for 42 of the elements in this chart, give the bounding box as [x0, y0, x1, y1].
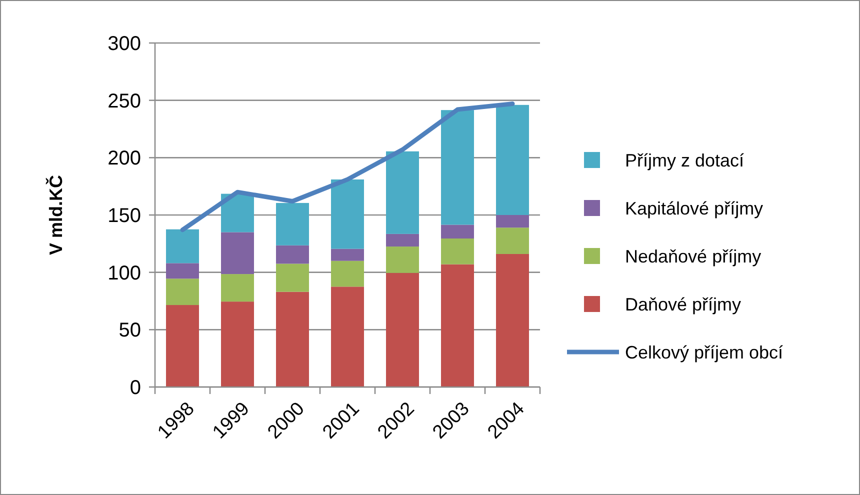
bar	[276, 245, 309, 264]
bar	[276, 202, 309, 246]
y-axis-title: V mld.KČ	[45, 174, 66, 256]
y-tick-label: 200	[108, 148, 141, 170]
bar	[166, 263, 199, 279]
bar	[276, 292, 309, 387]
y-tick-label: 50	[118, 320, 141, 342]
bar	[441, 110, 474, 225]
bar	[496, 254, 529, 387]
bar	[166, 278, 199, 306]
legend-label: Kapitálové příjmy	[625, 198, 764, 218]
bar	[276, 264, 309, 292]
y-tick-label: 250	[108, 90, 141, 112]
bar	[386, 246, 419, 273]
bar	[386, 272, 419, 387]
bar	[221, 232, 254, 274]
bar	[496, 215, 529, 228]
legend-label: Daňové příjmy	[625, 294, 742, 314]
bar	[221, 274, 254, 302]
bar	[386, 234, 419, 247]
y-tick-label: 150	[108, 205, 141, 227]
bar	[441, 224, 474, 239]
y-tick-label: 0	[130, 377, 141, 399]
bar	[331, 260, 364, 287]
line-series	[180, 102, 515, 232]
bar	[221, 194, 254, 232]
legend-label: Příjmy z dotací	[625, 150, 744, 170]
bar	[441, 264, 474, 387]
legend-label: Nedaňové příjmy	[625, 246, 762, 266]
bar	[386, 151, 419, 234]
bar	[331, 248, 364, 261]
bar	[221, 302, 254, 387]
bar	[496, 104, 529, 215]
bar	[166, 229, 199, 264]
bar	[331, 286, 364, 387]
legend-label: Celkový příjem obcí	[625, 342, 784, 362]
y-tick-label: 300	[108, 33, 141, 55]
bar	[166, 305, 199, 387]
bar	[441, 238, 474, 264]
bar	[496, 228, 529, 254]
bar	[331, 179, 364, 249]
y-tick-label: 100	[108, 262, 141, 284]
